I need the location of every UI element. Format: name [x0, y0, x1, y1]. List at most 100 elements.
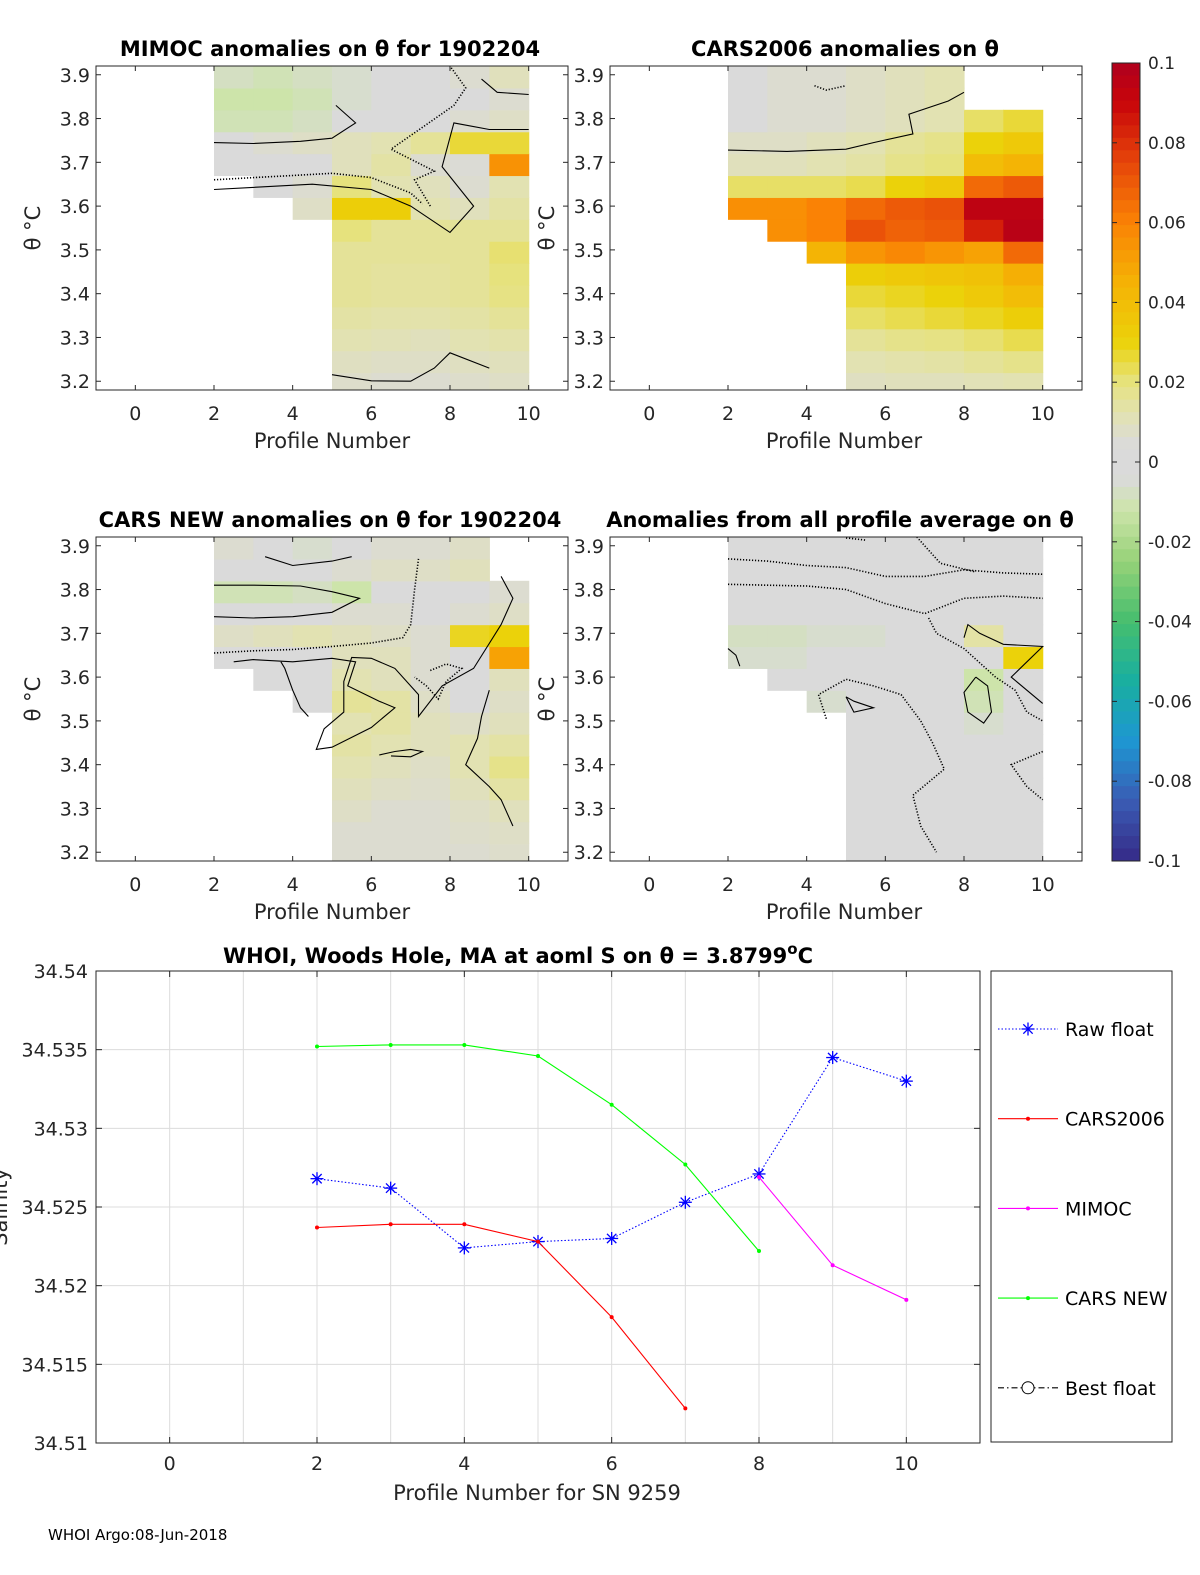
heatmap-cell: [806, 537, 847, 560]
heatmap-cell: [410, 328, 451, 352]
heatmap-cell: [924, 109, 965, 133]
heatmap-cell: [924, 646, 965, 669]
colorbar-swatch: [1112, 200, 1140, 214]
heatmap-cell: [806, 690, 847, 713]
heatmap-cell: [846, 87, 886, 111]
heatmap-cell: [767, 537, 808, 560]
heatmap-cell: [450, 712, 490, 735]
heatmap-cell: [450, 646, 490, 669]
heatmap-cell: [292, 646, 333, 669]
heatmap-cell: [489, 668, 530, 691]
heatmap-cell: [489, 153, 530, 177]
legend-label-raw-float: Raw float: [1065, 1019, 1154, 1041]
colorbar-swatch: [1112, 486, 1140, 500]
heatmap-cell: [332, 197, 372, 220]
heatmap-cell: [806, 602, 847, 626]
colorbar-swatch: [1112, 649, 1140, 662]
heatmap-cell: [371, 602, 412, 626]
heatmap-cell: [964, 755, 1004, 779]
colorbar-swatch: [1112, 736, 1140, 750]
colorbar-swatch: [1112, 100, 1140, 114]
heatmap-cell: [846, 372, 886, 390]
heatmap-cell: [1003, 197, 1044, 220]
heatmap-cell: [728, 131, 768, 155]
heatmap-cell: [253, 602, 294, 626]
heatmap-cell: [214, 624, 254, 648]
heatmap-cell: [806, 580, 847, 604]
heatmap-cell: [1003, 712, 1044, 735]
heatmap-cell: [450, 131, 490, 155]
heatmap-cell: [806, 241, 847, 264]
x-tick-label: 2: [208, 403, 220, 425]
y-tick-label: 34.525: [22, 1197, 88, 1219]
heatmap-cell: [450, 175, 490, 198]
colorbar-swatch: [1112, 599, 1140, 613]
heatmap-cell: [450, 306, 490, 330]
heatmap-cell: [728, 624, 768, 648]
point-cars2006: [315, 1225, 319, 1230]
heatmap-cell: [489, 350, 530, 374]
heatmap-cell: [885, 328, 926, 352]
heatmap-cell: [924, 537, 965, 560]
heatmap-cell: [371, 219, 412, 242]
heatmap-cell: [964, 241, 1004, 264]
heatmap-cell: [767, 624, 808, 648]
contour-dotted: [845, 537, 866, 541]
heatmap-cell: [253, 646, 294, 669]
heatmap-cell: [214, 87, 254, 111]
colorbar-swatch: [1112, 312, 1140, 326]
point-cars2006: [462, 1222, 467, 1227]
colorbar-tick-label: 0: [1148, 453, 1159, 473]
contour-solid: [331, 352, 490, 382]
heatmap-cell: [371, 821, 412, 845]
axes-frame: [609, 65, 1083, 391]
heatmap-cell: [214, 153, 254, 177]
heatmap-cell: [924, 755, 965, 779]
point-raw-float: [752, 1167, 766, 1181]
heatmap-cell: [371, 580, 412, 604]
heatmap-cell: [885, 350, 926, 374]
point-cars-new: [388, 1042, 393, 1047]
y-tick-label: 3.2: [574, 842, 604, 864]
heatmap-cell: [253, 580, 294, 604]
heatmap-cell: [806, 175, 847, 198]
heatmap-cell: [371, 646, 412, 669]
colorbar-swatch: [1112, 723, 1140, 737]
heatmap-cell: [924, 175, 965, 198]
heatmap-cell: [885, 755, 926, 779]
colorbar-swatch: [1112, 462, 1140, 475]
colorbar-swatch: [1112, 836, 1140, 850]
heatmap-cell: [885, 263, 926, 286]
y-axis-label: θ °C: [535, 206, 559, 251]
heatmap-cell: [924, 799, 965, 823]
x-axis-label: Profile Number: [254, 429, 411, 453]
colorbar-swatch: [1112, 698, 1140, 712]
colorbar-swatch: [1112, 162, 1140, 176]
heatmap-cell: [964, 821, 1004, 845]
colorbar-tick-label: 0.06: [1148, 214, 1186, 234]
y-tick-label: 3.8: [60, 109, 90, 131]
heatmap-cell: [450, 328, 490, 352]
heatmap-cell: [450, 624, 490, 648]
heatmap-cell: [846, 241, 886, 264]
x-tick-label: 2: [722, 874, 734, 896]
heatmap-cell: [846, 602, 886, 626]
colorbar-swatch: [1112, 449, 1140, 463]
heatmap-cell: [371, 131, 412, 155]
heatmap-cells: [728, 537, 1044, 861]
heatmap-cell: [885, 799, 926, 823]
colorbar-swatch: [1112, 175, 1140, 189]
point-cars2006: [536, 1239, 540, 1244]
colorbar-swatch: [1112, 137, 1140, 151]
x-tick-label: 4: [801, 403, 813, 425]
heatmap-cell: [410, 580, 451, 604]
heatmap-cell: [489, 109, 530, 133]
colorbar-tick-label: -0.02: [1148, 533, 1192, 553]
colorbar-swatch: [1112, 561, 1140, 575]
colorbar-swatch: [1112, 761, 1140, 775]
y-tick-label: 3.8: [60, 580, 90, 602]
colorbar-swatch: [1112, 798, 1140, 812]
heatmap-cell: [1003, 109, 1044, 133]
heatmap-cell: [214, 580, 254, 604]
heatmap-cell: [214, 66, 254, 89]
